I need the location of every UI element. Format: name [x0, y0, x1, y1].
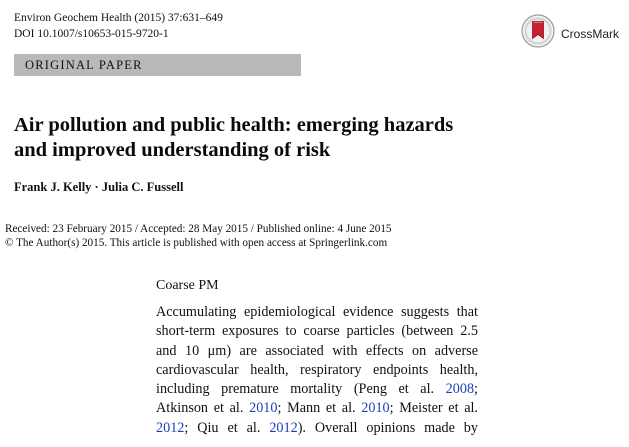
body-text-span: ;	[474, 381, 478, 398]
citation-link[interactable]: 2010	[249, 400, 278, 417]
article-type-banner: ORIGINAL PAPER	[14, 54, 301, 76]
crossmark-badge[interactable]: CrossMark	[521, 14, 619, 53]
body-text-span: short-term exposures to coarse particles…	[156, 323, 478, 340]
body-text-line: cardiovascular health, respiratory endpo…	[156, 361, 478, 380]
crossmark-label: CrossMark	[561, 26, 620, 41]
article-type-label: ORIGINAL PAPER	[25, 58, 143, 72]
crossmark-icon	[521, 14, 555, 53]
body-text-span: ; Meister et al.	[389, 400, 478, 417]
section-heading: Coarse PM	[156, 278, 219, 293]
doi[interactable]: DOI 10.1007/s10653-015-9720-1	[14, 28, 169, 40]
body-text-line: short-term exposures to coarse particles…	[156, 322, 478, 341]
section-body: Accumulating epidemiological evidence su…	[156, 303, 478, 438]
body-text-line: including premature mortality (Peng et a…	[156, 380, 478, 399]
body-text-line: 2012; Qiu et al. 2012). Overall opinions…	[156, 419, 478, 438]
body-text-span: ; Qiu et al.	[184, 419, 270, 436]
body-text-span: ). Overall opinions made by	[297, 419, 478, 436]
body-text-line: Atkinson et al. 2010; Mann et al. 2010; …	[156, 399, 478, 418]
body-text-span: including premature mortality (Peng et a…	[156, 381, 446, 398]
body-text-span: Accumulating epidemiological evidence su…	[156, 304, 478, 320]
body-text-span: Atkinson et al.	[156, 400, 250, 417]
title-line: and improved understanding of risk	[14, 139, 331, 161]
journal-citation: Environ Geochem Health (2015) 37:631–649	[14, 12, 223, 24]
body-text-line: and 10 μm) are associated with effects o…	[156, 342, 478, 361]
citation-link[interactable]: 2008	[445, 381, 475, 398]
body-text-span: cardiovascular health, respiratory endpo…	[156, 361, 478, 378]
citation-link[interactable]: 2012	[269, 419, 298, 436]
body-text-span: and 10 μm) are associated with effects o…	[156, 342, 478, 359]
citation-link[interactable]: 2012	[156, 419, 185, 436]
publication-dates: Received: 23 February 2015 / Accepted: 2…	[5, 223, 392, 235]
copyright-notice: © The Author(s) 2015. This article is pu…	[5, 237, 388, 249]
article-title: Air pollution and public health: emergin…	[14, 113, 534, 163]
title-line: Air pollution and public health: emergin…	[14, 114, 454, 136]
citation-link[interactable]: 2010	[361, 400, 390, 417]
body-text-span: ; Mann et al.	[277, 400, 362, 417]
author-list: Frank J. Kelly · Julia C. Fussell	[14, 180, 184, 194]
body-text-line: Accumulating epidemiological evidence su…	[156, 303, 478, 322]
